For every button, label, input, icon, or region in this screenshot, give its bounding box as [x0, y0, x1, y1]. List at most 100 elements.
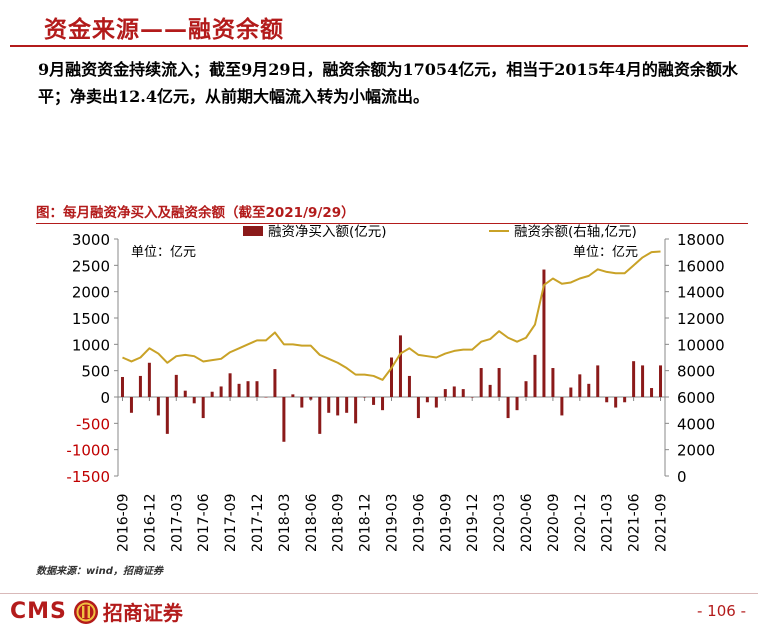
line-series	[122, 250, 661, 381]
legend-swatch-bar	[243, 226, 263, 236]
x-tick-label: 2019-03	[385, 494, 401, 553]
logo-chinese-text: 招商证券	[102, 601, 183, 625]
bar	[515, 397, 519, 411]
left-tick-label: 1500	[72, 310, 110, 328]
right-tick-label: 4000	[677, 415, 715, 433]
right-tick-label: 6000	[677, 389, 715, 407]
x-tick-label: 2021-09	[654, 494, 670, 553]
bar	[183, 390, 187, 397]
bar	[596, 365, 600, 397]
bar	[345, 397, 349, 413]
bar	[407, 375, 411, 397]
bar	[479, 368, 483, 397]
x-tick-label: 2018-03	[277, 494, 293, 553]
bar	[219, 386, 223, 397]
bar	[210, 391, 214, 397]
left-tick-label: 1000	[72, 336, 110, 354]
right-tick-label: 8000	[677, 363, 715, 381]
x-tick-label: 2019-12	[465, 493, 481, 552]
title-divider	[10, 45, 748, 47]
legend: 融资净买入额(亿元) 融资余额(右轴,亿元)	[243, 224, 637, 240]
bar	[363, 397, 367, 398]
bar	[551, 368, 555, 397]
right-tick-label: 12000	[677, 310, 725, 328]
bar	[174, 374, 178, 397]
bar	[650, 388, 654, 397]
bar	[291, 394, 295, 397]
left-tick-label: 3000	[72, 231, 110, 249]
bar	[434, 397, 438, 408]
bar	[470, 397, 474, 398]
bar	[300, 397, 304, 408]
x-tick-label: 2019-09	[438, 494, 454, 553]
bar	[632, 361, 636, 397]
x-tick-label: 2019-06	[411, 493, 427, 552]
bar	[497, 368, 501, 397]
figure-title: 图：每月融资净买入及融资余额（截至2021/9/29）	[36, 205, 355, 221]
x-tick-label: 2020-06	[519, 493, 535, 552]
bar	[461, 389, 465, 397]
chart-axes: -1500-1000-50005001000150020002500300002…	[66, 231, 724, 552]
bar	[354, 397, 358, 424]
bar	[605, 397, 609, 403]
legend-label-bar: 融资净买入额(亿元)	[268, 224, 387, 240]
x-tick-label: 2016-12	[142, 494, 158, 553]
bar	[578, 374, 582, 397]
left-tick-label: 500	[81, 363, 110, 381]
bar	[201, 397, 205, 419]
bar	[309, 397, 313, 400]
bar	[443, 389, 447, 397]
legend-label-line: 融资余额(右轴,亿元)	[514, 224, 637, 240]
bar	[524, 381, 528, 397]
bar	[138, 375, 142, 397]
bar	[381, 397, 385, 411]
bar	[336, 397, 340, 416]
x-tick-label: 2017-06	[196, 493, 212, 552]
x-tick-label: 2021-03	[600, 494, 616, 553]
bar	[542, 269, 546, 397]
page-number: - 106 -	[697, 602, 746, 620]
bar	[506, 397, 510, 419]
bar	[228, 373, 232, 397]
right-axis-unit-label: 单位：亿元	[573, 245, 638, 260]
logo-emblem-icon	[73, 599, 98, 624]
bar	[246, 381, 250, 397]
bar	[560, 397, 564, 416]
bar	[587, 383, 591, 397]
right-tick-label: 14000	[677, 284, 725, 302]
footer-divider	[0, 593, 758, 594]
logo-text: CMS	[10, 599, 67, 624]
right-tick-label: 0	[677, 468, 687, 486]
bar	[614, 397, 618, 408]
x-tick-label: 2017-03	[169, 494, 185, 553]
bar	[264, 397, 268, 398]
x-tick-label: 2018-12	[358, 494, 374, 553]
x-tick-label: 2018-09	[331, 494, 347, 553]
left-tick-label: -1000	[66, 442, 110, 460]
bar	[120, 376, 124, 397]
x-tick-label: 2017-12	[250, 494, 266, 553]
x-tick-label: 2018-06	[304, 493, 320, 552]
x-tick-label: 2017-09	[223, 494, 239, 553]
bar	[416, 397, 420, 419]
bar	[623, 397, 627, 403]
bar	[165, 397, 169, 434]
chart: -1500-1000-50005001000150020002500300002…	[66, 224, 724, 552]
right-tick-label: 18000	[677, 231, 725, 249]
bar	[452, 386, 456, 397]
bar	[282, 397, 286, 442]
x-tick-label: 2020-12	[573, 494, 589, 553]
summary-text: 9月融资资金持续流入；截至9月29日，融资余额为17054亿元，相当于2015年…	[38, 60, 738, 106]
bar	[372, 397, 376, 405]
figure-divider	[36, 223, 748, 224]
x-tick-label: 2021-06	[627, 493, 643, 552]
left-tick-label: -500	[76, 415, 110, 433]
bar	[569, 387, 573, 397]
company-logo: CMS 招商证券	[10, 597, 183, 626]
left-tick-label: -1500	[66, 468, 110, 486]
bar	[237, 383, 241, 397]
page-title: 资金来源——融资余额	[44, 16, 284, 43]
bar-series	[120, 269, 663, 442]
bar	[398, 335, 402, 397]
bar	[255, 381, 259, 397]
